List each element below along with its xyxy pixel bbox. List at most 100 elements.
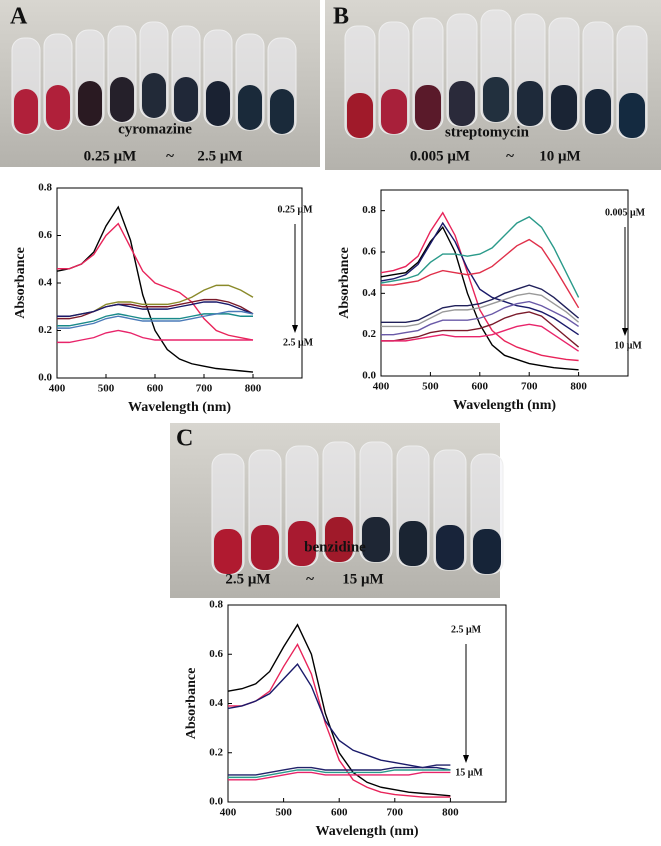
- x-axis-label: Wavelength (nm): [453, 398, 556, 413]
- y-tick-label: 0.0: [38, 372, 52, 384]
- x-tick-label: 700: [521, 381, 538, 393]
- panel-letter: C: [176, 426, 193, 452]
- x-axis-label: Wavelength (nm): [128, 400, 231, 415]
- x-tick-label: 400: [49, 383, 66, 395]
- tube-liquid: [517, 81, 543, 126]
- curve: [381, 238, 580, 309]
- compound-label: cyromazine: [118, 121, 192, 137]
- curve: [228, 642, 451, 798]
- y-tick-label: 0.2: [362, 328, 376, 340]
- curve: [57, 313, 253, 327]
- y-tick-label: 0.2: [209, 746, 223, 758]
- y-tick-label: 0.0: [209, 796, 223, 808]
- tube-liquid: [238, 85, 262, 130]
- y-axis-label: Absorbance: [337, 247, 352, 319]
- conc-low: 0.005 μM: [410, 148, 470, 164]
- y-tick-label: 0.4: [362, 287, 376, 299]
- tube-liquid: [110, 77, 134, 122]
- arrow-head: [292, 325, 298, 333]
- y-tick-label: 0.8: [38, 182, 52, 194]
- tube-liquid: [46, 85, 70, 130]
- x-tick-label: 700: [387, 807, 404, 819]
- tilde: ~: [506, 148, 514, 164]
- annotation-top: 2.5 μM: [451, 624, 482, 635]
- x-tick-label: 800: [442, 807, 459, 819]
- tube-liquid: [142, 73, 166, 118]
- tube-liquid: [483, 77, 509, 122]
- y-tick-label: 0.6: [38, 229, 52, 241]
- tube-liquid: [270, 89, 294, 134]
- curve: [228, 771, 451, 781]
- tubes: [11, 9, 648, 575]
- curve: [381, 284, 580, 323]
- y-tick-label: 0.6: [209, 648, 223, 660]
- annotation-top: 0.005 μM: [605, 207, 646, 218]
- x-tick-label: 400: [373, 381, 390, 393]
- y-axis-label: Absorbance: [13, 247, 28, 319]
- annotation-bottom: 15 μM: [455, 767, 483, 778]
- x-tick-label: 800: [245, 383, 262, 395]
- x-tick-label: 600: [472, 381, 489, 393]
- y-tick-label: 0.4: [209, 697, 223, 709]
- curve: [57, 298, 254, 320]
- arrow-head: [463, 755, 469, 763]
- tube-liquid: [251, 525, 279, 570]
- conc-low: 2.5 μM: [225, 571, 270, 587]
- curve: [380, 225, 579, 371]
- curve: [57, 301, 254, 317]
- tube-liquid: [551, 85, 577, 130]
- curve: [381, 292, 580, 328]
- curve: [380, 211, 579, 362]
- curve: [57, 310, 254, 329]
- tube-liquid: [619, 93, 645, 138]
- curve: [228, 764, 451, 776]
- tube-liquid: [325, 517, 353, 562]
- x-tick-label: 600: [331, 807, 348, 819]
- conc-high: 10 μM: [539, 148, 580, 164]
- tube-liquid: [206, 81, 230, 126]
- y-tick-label: 0.6: [362, 246, 376, 258]
- conc-high: 15 μM: [342, 571, 383, 587]
- curve: [57, 329, 253, 344]
- panel-letter: B: [333, 4, 349, 30]
- x-tick-label: 800: [570, 381, 587, 393]
- y-tick-label: 0.2: [38, 324, 52, 336]
- curve: [227, 662, 451, 771]
- arrow-head: [622, 328, 628, 336]
- curve: [228, 769, 451, 779]
- tube-liquid: [347, 93, 373, 138]
- tube-liquid: [415, 85, 441, 130]
- conc-low: 0.25 μM: [84, 148, 137, 164]
- y-tick-label: 0.8: [209, 599, 223, 611]
- curve: [227, 623, 451, 797]
- tube-liquid: [78, 81, 102, 126]
- tube-liquid: [288, 521, 316, 566]
- curve: [381, 300, 579, 336]
- x-tick-label: 500: [275, 807, 292, 819]
- plot-frame: [380, 189, 629, 377]
- x-tick-label: 700: [196, 383, 213, 395]
- curve: [380, 216, 580, 298]
- annotation-bottom: 10 μM: [614, 340, 642, 351]
- curve: [57, 222, 254, 341]
- x-tick-label: 600: [147, 383, 164, 395]
- x-axis-label: Wavelength (nm): [315, 824, 418, 839]
- tube-liquid: [362, 517, 390, 562]
- tube-liquid: [399, 521, 427, 566]
- plot-frame: [56, 187, 303, 379]
- tube-liquid: [14, 89, 38, 134]
- tube-liquid: [585, 89, 611, 134]
- y-axis-label: Absorbance: [184, 668, 199, 740]
- panel-letter: A: [10, 4, 28, 30]
- y-tick-label: 0.0: [362, 370, 376, 382]
- tilde: ~: [306, 571, 314, 587]
- y-tick-label: 0.4: [38, 277, 52, 289]
- curve: [381, 311, 580, 348]
- tube-liquid: [214, 529, 242, 574]
- annotation-bottom: 2.5 μM: [283, 337, 314, 348]
- y-tick-label: 0.8: [362, 204, 376, 216]
- compound-label: benzidine: [304, 539, 366, 555]
- tube-liquid: [174, 77, 198, 122]
- x-tick-label: 400: [220, 807, 237, 819]
- curve: [380, 221, 579, 336]
